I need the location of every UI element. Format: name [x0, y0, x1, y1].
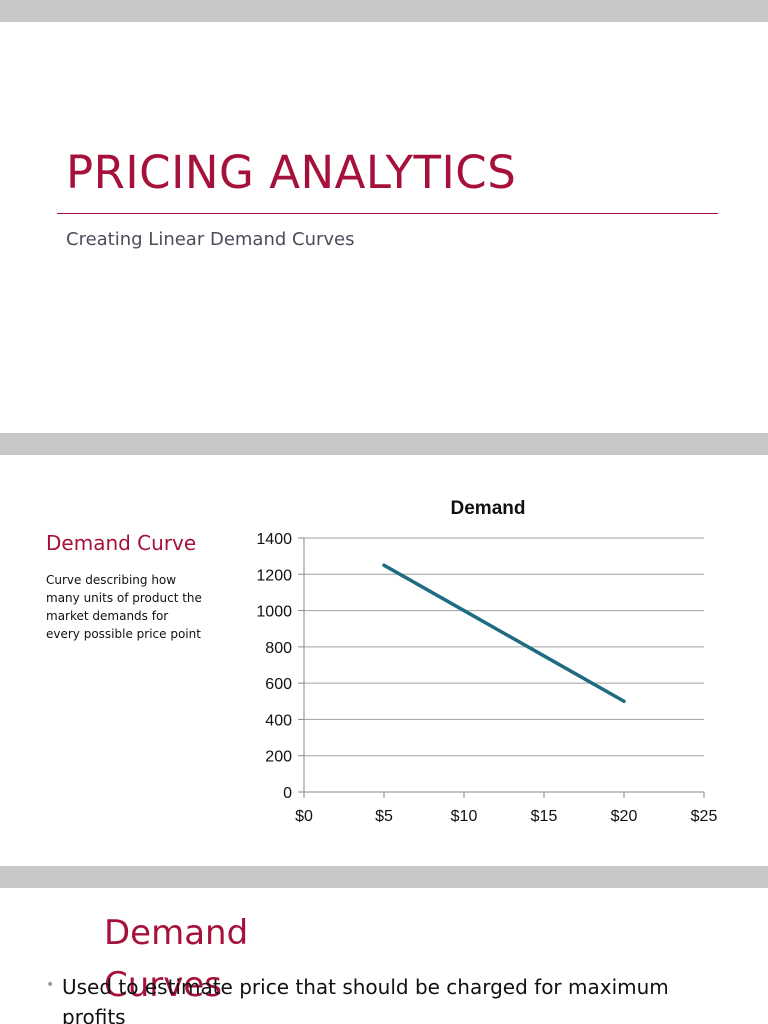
bullet-text: Used to estimate price that should be ch…: [62, 975, 669, 1024]
slide-demand-curves[interactable]: Demand Curves • Used to estimate price t…: [0, 888, 768, 1024]
x-tick-label: $0: [295, 808, 313, 825]
y-tick-label: 800: [265, 640, 292, 657]
bullet-icon: •: [46, 977, 55, 993]
slide-title-heading: PRICING ANALYTICS: [66, 146, 517, 199]
section-description: Curve describing how many units of produ…: [46, 573, 202, 641]
y-tick-label: 600: [265, 676, 292, 693]
demand-data-point: [542, 654, 546, 658]
slide-subtitle: Creating Linear Demand Curves: [66, 229, 355, 250]
y-tick-label: 1000: [256, 604, 292, 621]
y-tick-label: 1400: [256, 531, 292, 548]
x-tick-label: $25: [691, 808, 718, 825]
slide-separator: [0, 433, 768, 455]
section-title: Demand Curve: [46, 531, 197, 555]
demand-data-point: [382, 563, 386, 567]
x-tick-label: $15: [531, 808, 558, 825]
y-tick-label: 0: [283, 785, 292, 802]
y-tick-label: 200: [265, 749, 292, 766]
demand-data-point: [622, 699, 626, 703]
chart-title: Demand: [451, 498, 526, 519]
title-divider: [57, 213, 718, 214]
demand-chart: Demand 0 200 400 600 800 1000 1200 1400 $0 $5 $10 $…: [256, 498, 718, 825]
y-tick-label: 400: [265, 712, 292, 729]
slide-separator: [0, 866, 768, 888]
x-tick-label: $20: [611, 808, 638, 825]
slide-heading: Demand Curves: [104, 913, 249, 1005]
slide-separator-top: [0, 0, 768, 22]
demand-series-line: [382, 563, 626, 704]
demand-data-point: [462, 609, 466, 613]
x-tick-label: $10: [451, 808, 478, 825]
slide-demand-curve[interactable]: Demand Curve Curve describing how many u…: [0, 455, 768, 866]
x-tick-label: $5: [375, 808, 393, 825]
slide-title[interactable]: PRICING ANALYTICS Creating Linear Demand…: [0, 22, 768, 433]
y-tick-label: 1200: [256, 567, 292, 584]
